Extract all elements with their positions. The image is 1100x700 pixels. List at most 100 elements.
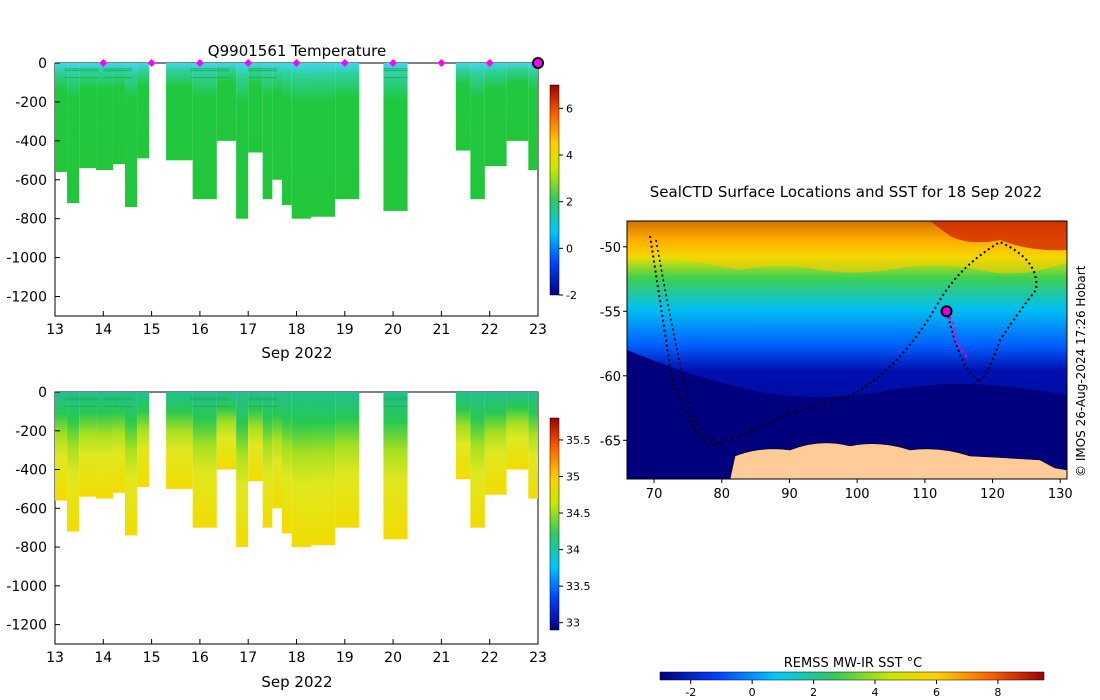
data-column xyxy=(79,63,97,169)
profile-markers xyxy=(99,57,544,69)
temperature-colorbar xyxy=(549,84,560,296)
data-column xyxy=(112,392,126,493)
colorbar-tick-label: 2 xyxy=(566,196,573,209)
data-column xyxy=(216,63,237,141)
hot-zone xyxy=(930,221,1067,251)
colorbar-tick-label: 35 xyxy=(566,470,580,483)
credit-text: © IMOS 26-Aug-2024 17:26 Hobart xyxy=(1074,265,1088,477)
data-column xyxy=(79,392,97,497)
data-column xyxy=(55,63,68,172)
y-tick-label: -200 xyxy=(15,95,47,111)
data-column xyxy=(310,392,336,546)
map-x-tick-label: 90 xyxy=(781,487,798,502)
data-column xyxy=(310,63,336,217)
data-column xyxy=(528,63,538,171)
sst-colorbar-tick-label: 0 xyxy=(749,686,756,699)
data-column xyxy=(67,392,80,532)
data-column xyxy=(484,63,507,167)
data-column xyxy=(96,392,113,499)
data-column xyxy=(272,63,283,180)
colorbar-tick-label: 33 xyxy=(566,617,580,630)
sst-colorbar-tick-label: 6 xyxy=(933,686,940,699)
data-column xyxy=(282,392,292,534)
sst-colorbar-ticks: -2 0 2 4 6 8 xyxy=(685,680,1001,699)
colorbar-tick-label: 6 xyxy=(566,102,573,115)
x-tick-label: 16 xyxy=(191,322,209,338)
salinity-section-panel: 13 14 15 16 17 18 19 20 21 22 23 0 -200 -400 -600 -800… xyxy=(6,385,590,691)
map-x-tick-label: 110 xyxy=(912,487,937,502)
x-tick-label: 23 xyxy=(529,650,547,666)
x-tick-label: 22 xyxy=(481,322,499,338)
x-axis-label: Sep 2022 xyxy=(261,344,332,362)
map-y-ticks: -50 -55 -60 -65 xyxy=(600,241,627,449)
map-x-tick-label: 130 xyxy=(1048,487,1073,502)
seal-track-return xyxy=(655,239,726,447)
data-column xyxy=(166,392,193,489)
salinity-columns xyxy=(55,392,538,548)
profile-marker xyxy=(99,59,108,67)
antarctic-land xyxy=(729,442,1067,479)
profile-marker xyxy=(195,59,204,67)
x-axis-ticks: 13 14 15 16 17 18 19 20 21 22 23 xyxy=(46,311,547,338)
x-tick-label: 15 xyxy=(143,322,161,338)
x-tick-label: 14 xyxy=(94,322,112,338)
y-tick-label: 0 xyxy=(38,56,47,72)
data-column xyxy=(55,392,68,501)
map-x-tick-label: 80 xyxy=(713,487,730,502)
data-column xyxy=(455,392,471,480)
y-tick-label: -1200 xyxy=(6,618,47,634)
y-tick-label: -1200 xyxy=(6,290,47,306)
profile-marker xyxy=(389,59,398,67)
map-x-tick-label: 100 xyxy=(845,487,870,502)
profile-marker xyxy=(437,59,446,67)
data-column xyxy=(216,392,237,470)
data-column xyxy=(506,392,529,470)
sst-map-panel: SealCTD Surface Locations and SST for 18… xyxy=(600,183,1088,699)
profile-marker xyxy=(485,59,494,67)
cold-band xyxy=(627,350,1067,479)
y-tick-label: -1000 xyxy=(6,251,47,267)
map-y-tick-label: -55 xyxy=(600,305,621,320)
data-column xyxy=(262,392,273,528)
data-column xyxy=(166,63,193,161)
temperature-section-panel: Q9901561 Temperature 13 14 15 16 17 18 19 20 21 2… xyxy=(6,42,577,362)
colorbar-tick-label: 33.5 xyxy=(566,580,591,593)
y-tick-label: 0 xyxy=(38,385,47,401)
x-tick-label: 19 xyxy=(336,322,354,338)
colorbar-tick-label: 34.5 xyxy=(566,507,591,520)
data-column xyxy=(137,392,150,487)
y-tick-label: -800 xyxy=(15,540,47,556)
map-title: SealCTD Surface Locations and SST for 18… xyxy=(650,183,1042,201)
data-column xyxy=(291,392,311,548)
x-tick-label: 14 xyxy=(94,650,112,666)
temperature-columns xyxy=(55,63,538,219)
data-column xyxy=(291,63,311,219)
y-tick-label: -1000 xyxy=(6,579,47,595)
x-tick-label: 22 xyxy=(481,650,499,666)
data-column xyxy=(192,63,217,200)
profile-dash-lines xyxy=(64,397,408,408)
colorbar-ticks: 6 4 2 0 -2 xyxy=(559,102,577,302)
data-column xyxy=(96,63,113,171)
x-tick-label: 16 xyxy=(191,650,209,666)
x-tick-label: 23 xyxy=(529,322,547,338)
data-column xyxy=(262,63,273,200)
x-tick-label: 17 xyxy=(239,322,257,338)
x-axis-ticks: 13 14 15 16 17 18 19 20 21 22 23 xyxy=(46,639,547,666)
data-column xyxy=(455,63,471,151)
data-column xyxy=(470,63,485,200)
x-tick-label: 19 xyxy=(336,650,354,666)
data-column xyxy=(335,392,360,528)
x-tick-label: 13 xyxy=(46,322,64,338)
sst-colorbar-tick-label: -2 xyxy=(685,686,696,699)
data-column xyxy=(125,392,138,536)
y-tick-label: -800 xyxy=(15,212,47,228)
seal-track xyxy=(649,235,1038,448)
data-column xyxy=(248,392,263,482)
profile-dash-lines xyxy=(64,68,408,79)
map-frame xyxy=(626,220,1068,480)
sst-colorbar xyxy=(659,671,1045,681)
data-column xyxy=(506,63,529,141)
colorbar-tick-label: 35.5 xyxy=(566,434,591,447)
